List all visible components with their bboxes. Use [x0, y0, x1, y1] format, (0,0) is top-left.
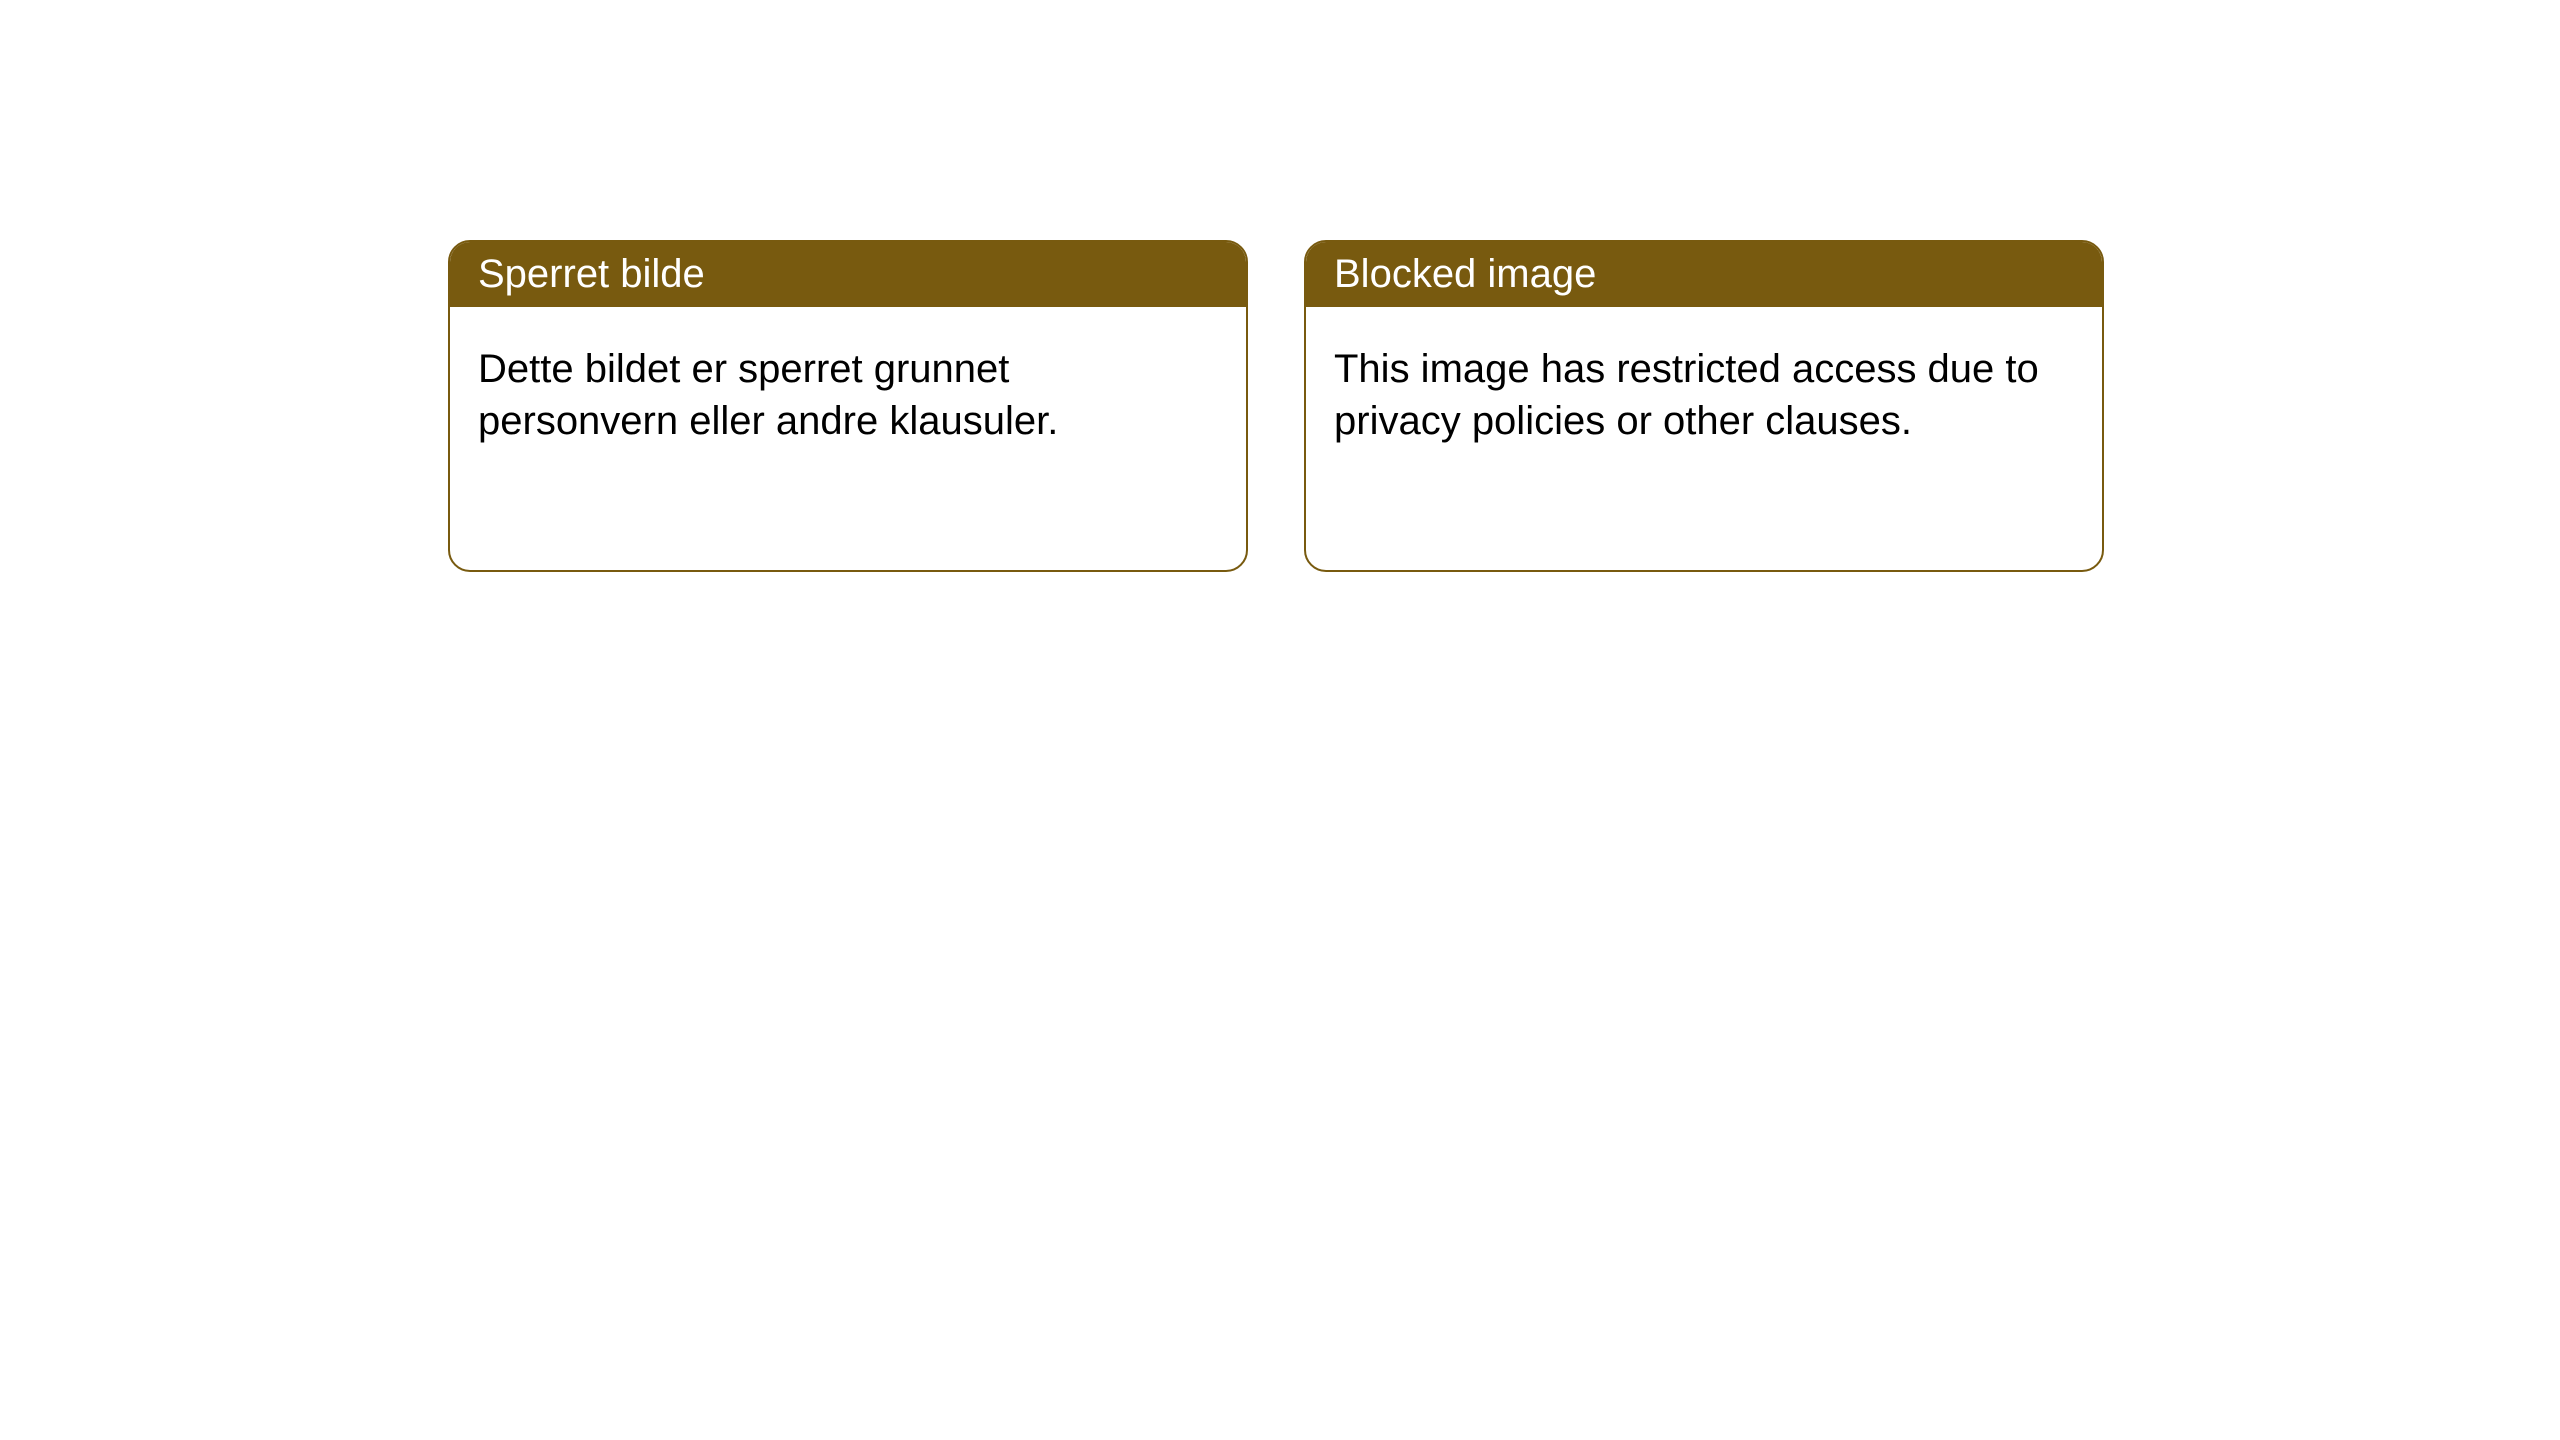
notice-header: Sperret bilde [450, 242, 1246, 307]
notice-card-norwegian: Sperret bilde Dette bildet er sperret gr… [448, 240, 1248, 572]
notice-title: Blocked image [1334, 252, 1596, 296]
notice-body: This image has restricted access due to … [1306, 307, 2102, 483]
notice-header: Blocked image [1306, 242, 2102, 307]
notice-container: Sperret bilde Dette bildet er sperret gr… [0, 0, 2560, 572]
notice-card-english: Blocked image This image has restricted … [1304, 240, 2104, 572]
notice-body: Dette bildet er sperret grunnet personve… [450, 307, 1246, 483]
notice-body-text: This image has restricted access due to … [1334, 347, 2039, 443]
notice-title: Sperret bilde [478, 252, 705, 296]
notice-body-text: Dette bildet er sperret grunnet personve… [478, 347, 1058, 443]
